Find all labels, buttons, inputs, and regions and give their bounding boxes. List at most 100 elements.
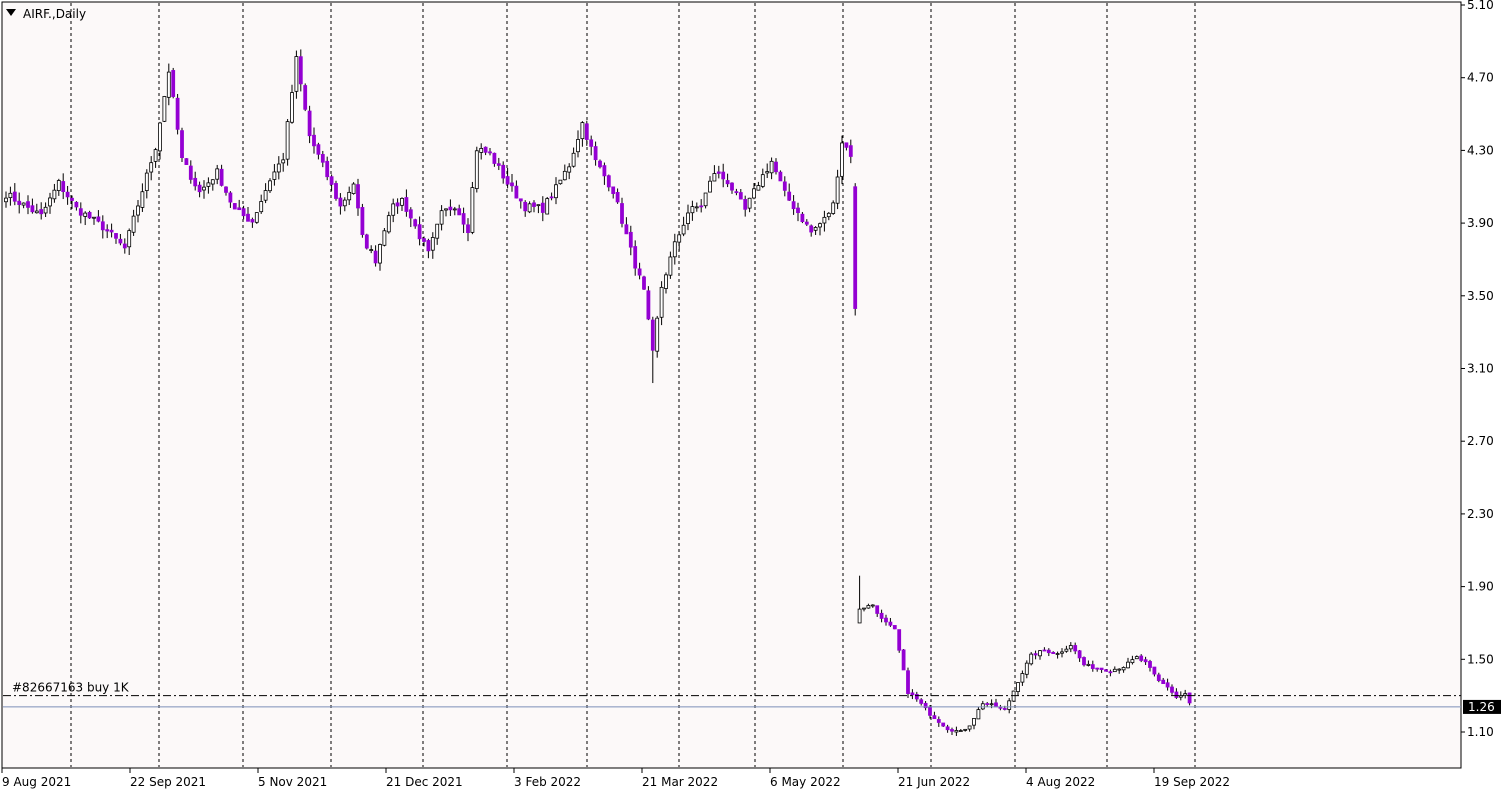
candle: [765, 163, 770, 179]
price-tick-label: 4.70: [1467, 71, 1494, 85]
candle: [681, 216, 686, 237]
candle: [30, 198, 35, 214]
candle-body-bull: [760, 174, 765, 187]
candle-body-bear: [778, 171, 783, 182]
candle-body-bear: [360, 207, 365, 235]
time-axis[interactable]: 9 Aug 2021 22 Sep 2021 5 Nov 2021 21 Dec 20…: [1, 768, 1230, 789]
candle: [791, 195, 796, 215]
triangle-down-icon[interactable]: [6, 9, 16, 16]
candle: [1187, 692, 1192, 706]
candle-body-bull: [131, 215, 136, 233]
candle-body-bull: [144, 172, 149, 191]
order-label[interactable]: #82667163 buy 1K: [12, 681, 130, 695]
candle: [857, 575, 862, 624]
candle: [778, 170, 783, 182]
candle: [822, 210, 827, 232]
candle: [263, 183, 268, 204]
candle-body-bull: [351, 183, 356, 195]
candle-body-bear: [804, 221, 809, 225]
candle: [1117, 668, 1122, 674]
price-axis[interactable]: 5.10 4.70 4.30 3.90 3.50 3.10 2.70 2.30 1.90 1.50…: [1461, 0, 1494, 739]
candle-body-bull: [554, 184, 558, 199]
candle: [624, 217, 629, 235]
candle: [210, 179, 215, 191]
candle-body-bull: [527, 203, 532, 213]
candle: [334, 180, 338, 201]
candle-body-bull: [215, 168, 220, 180]
candle-body-bull: [294, 56, 299, 92]
candle-body-bear: [193, 177, 198, 187]
candle: [413, 218, 418, 229]
candle-body-bear: [303, 85, 308, 110]
candle-body-bull: [703, 192, 708, 207]
candle-body-bull: [272, 171, 277, 180]
candle-body-bull: [92, 216, 96, 219]
candle: [554, 177, 558, 205]
candle-body-bear: [774, 161, 778, 173]
candle: [611, 186, 616, 199]
candle-body-bull: [571, 152, 576, 167]
candle-body-bear: [228, 192, 233, 203]
candle-body-bear: [122, 243, 127, 249]
candle-body-bull: [989, 703, 994, 706]
candle-body-bear: [1156, 674, 1161, 681]
candle-body-bear: [1082, 657, 1086, 666]
candle-body-bull: [439, 210, 444, 225]
candle-body-bear: [932, 715, 937, 720]
candle-body-bear: [118, 238, 123, 244]
candle: [241, 205, 246, 220]
candle-body-bull: [206, 182, 211, 187]
candle: [259, 194, 264, 214]
candle: [826, 211, 831, 221]
candle: [646, 286, 651, 321]
candle: [1165, 678, 1170, 691]
candle-body-bull: [681, 224, 686, 235]
candle: [356, 178, 360, 216]
candle-body-bear: [298, 56, 303, 85]
candle: [870, 604, 875, 608]
candle-body-bear: [325, 160, 330, 178]
candle: [312, 127, 316, 154]
candle-body-bear: [510, 182, 514, 187]
candle: [906, 667, 910, 698]
candle: [875, 605, 880, 617]
candle-body-bear: [620, 203, 624, 224]
candle-body-bear: [492, 152, 497, 164]
candle-body-bull: [976, 709, 981, 720]
candle: [562, 164, 567, 181]
candle: [545, 196, 550, 215]
time-tick-label: 19 Sep 2022: [1154, 775, 1230, 789]
candle: [813, 226, 818, 235]
candle: [932, 711, 937, 720]
candle-body-bull: [347, 191, 352, 201]
plot-area[interactable]: [1, 1, 1462, 769]
candle: [945, 724, 950, 733]
candle-body-bear: [408, 209, 413, 219]
candle-body-bear: [1051, 651, 1056, 654]
candle-body-bull: [963, 728, 968, 731]
candle-body-bear: [914, 693, 919, 700]
candle-body-bear: [1077, 650, 1082, 659]
candle-body-bear: [426, 240, 431, 252]
candle-body-bull: [281, 159, 286, 164]
candle-body-bear: [906, 670, 910, 694]
candle: [316, 142, 321, 160]
candle: [818, 222, 822, 236]
candle: [109, 223, 114, 238]
candle: [246, 206, 250, 222]
candle: [329, 174, 334, 191]
candle: [708, 176, 712, 193]
candle: [831, 200, 836, 215]
candle-body-bull: [668, 256, 673, 276]
symbol-header[interactable]: AIRF.,Daily: [6, 7, 86, 21]
candle-body-bull: [1024, 662, 1029, 675]
candle: [1148, 659, 1152, 672]
candle: [175, 93, 180, 135]
candle: [941, 722, 946, 727]
candle: [549, 192, 554, 201]
candle: [83, 211, 88, 226]
candle: [136, 199, 140, 223]
candle: [1174, 688, 1179, 699]
